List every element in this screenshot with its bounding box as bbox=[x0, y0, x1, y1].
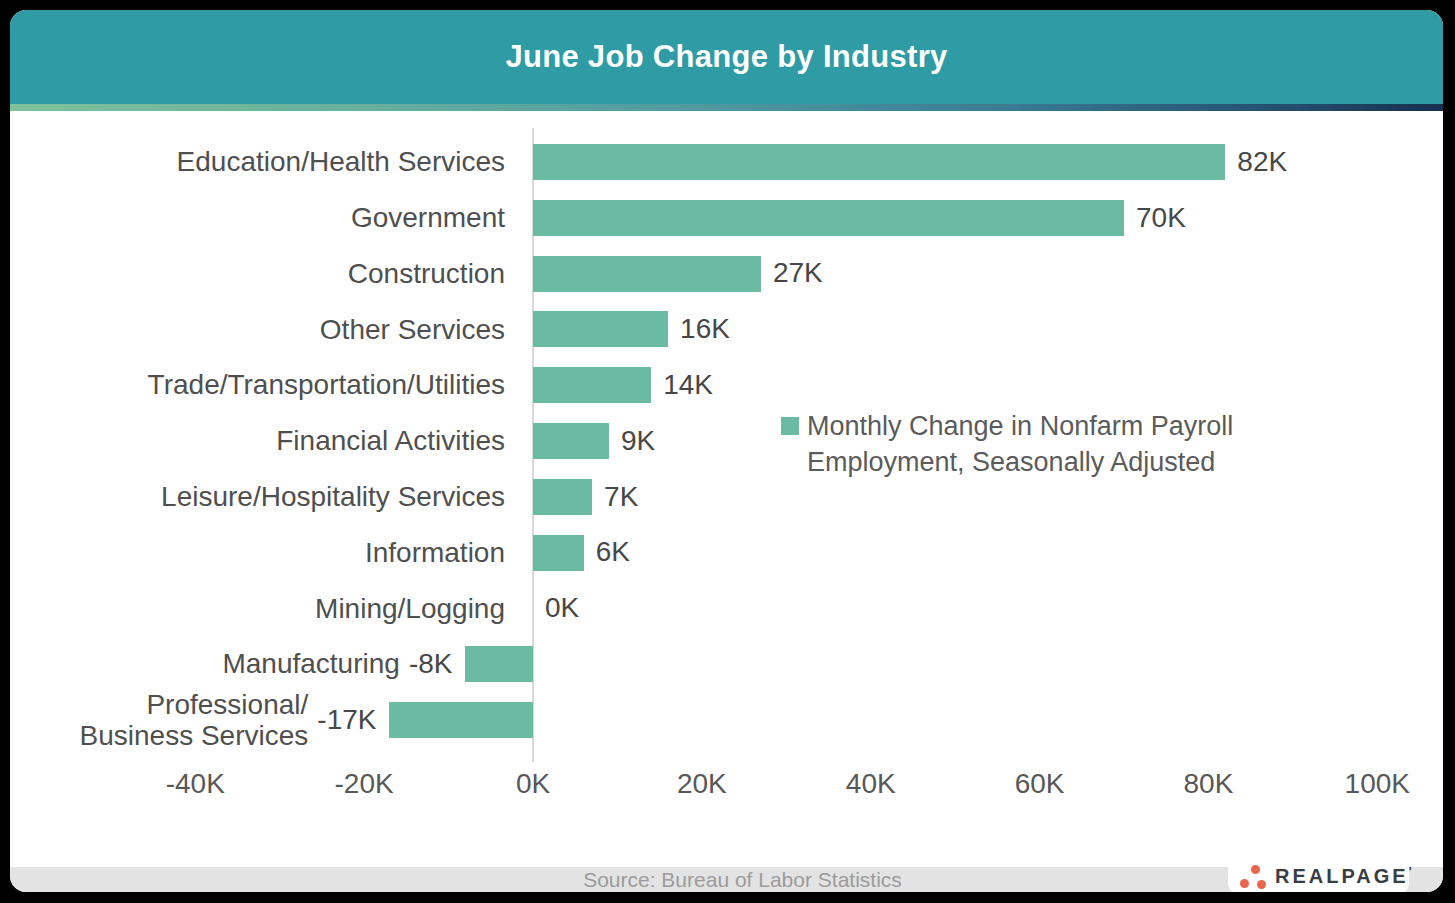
row-left-labels: Professional/ Business Services-17K bbox=[10, 692, 376, 748]
value-label: 82K bbox=[1237, 134, 1287, 190]
bar bbox=[533, 479, 592, 515]
value-label: 7K bbox=[604, 469, 638, 525]
bar bbox=[533, 200, 1124, 236]
category-label: Trade/Transportation/Utilities bbox=[148, 369, 505, 400]
category-label: Other Services bbox=[320, 314, 505, 345]
x-tick-label: 100K bbox=[1345, 768, 1410, 800]
value-label: 6K bbox=[596, 525, 630, 581]
bar bbox=[389, 702, 533, 738]
legend-swatch bbox=[781, 417, 799, 435]
row-left-labels: Trade/Transportation/Utilities bbox=[10, 357, 505, 413]
logo-dot bbox=[1257, 880, 1266, 889]
row-left-labels: Other Services bbox=[10, 301, 505, 357]
row-left-labels: Manufacturing -8K bbox=[10, 636, 452, 692]
category-label: Education/Health Services bbox=[177, 146, 505, 177]
bar bbox=[533, 256, 761, 292]
category-label: Leisure/Hospitality Services bbox=[161, 481, 505, 512]
row-left-labels: Mining/Logging bbox=[10, 580, 505, 636]
x-tick-label: 0K bbox=[516, 768, 550, 800]
value-label: 0K bbox=[545, 580, 579, 636]
x-tick-label: -40K bbox=[166, 768, 225, 800]
category-label: Financial Activities bbox=[276, 425, 505, 456]
row-left-labels: Construction bbox=[10, 246, 505, 302]
category-label: Government bbox=[351, 202, 505, 233]
category-label: Manufacturing bbox=[222, 648, 399, 679]
chart-card: June Job Change by Industry Monthly Chan… bbox=[10, 10, 1443, 892]
row-left-labels: Leisure/Hospitality Services bbox=[10, 469, 505, 525]
logo-dot bbox=[1240, 879, 1249, 888]
category-label: Professional/ Business Services bbox=[80, 689, 309, 752]
value-label: 16K bbox=[680, 301, 730, 357]
bar bbox=[533, 367, 651, 403]
realpage-dots-icon bbox=[1239, 863, 1266, 890]
page-background: June Job Change by Industry Monthly Chan… bbox=[0, 0, 1455, 903]
row-left-labels: Education/Health Services bbox=[10, 134, 505, 190]
value-label: -8K bbox=[409, 648, 453, 680]
realpage-logo: REALPAGE' bbox=[1228, 859, 1409, 892]
x-tick-label: 20K bbox=[677, 768, 727, 800]
realpage-wordmark: REALPAGE' bbox=[1275, 865, 1415, 888]
bar bbox=[533, 144, 1225, 180]
chart-legend: Monthly Change in Nonfarm Payroll Employ… bbox=[781, 408, 1307, 480]
x-tick-label: 60K bbox=[1015, 768, 1065, 800]
value-label: 27K bbox=[773, 246, 823, 302]
bar bbox=[465, 646, 533, 682]
bar bbox=[533, 423, 609, 459]
realpage-wordmark-text: REALPAGE bbox=[1275, 865, 1409, 887]
category-label: Mining/Logging bbox=[315, 593, 505, 624]
logo-dot bbox=[1251, 865, 1260, 874]
value-label: 70K bbox=[1136, 190, 1186, 246]
category-label: Construction bbox=[348, 258, 505, 289]
plot-layer: Monthly Change in Nonfarm Payroll Employ… bbox=[10, 10, 1443, 892]
trademark-tick: ' bbox=[1409, 865, 1415, 879]
value-label: -17K bbox=[317, 704, 376, 736]
row-left-labels: Information bbox=[10, 525, 505, 581]
x-tick-label: 80K bbox=[1184, 768, 1234, 800]
row-left-labels: Financial Activities bbox=[10, 413, 505, 469]
category-label: Information bbox=[365, 537, 505, 568]
x-tick-label: -20K bbox=[335, 768, 394, 800]
bar bbox=[533, 535, 584, 571]
value-label: 14K bbox=[663, 357, 713, 413]
x-tick-label: 40K bbox=[846, 768, 896, 800]
legend-label: Monthly Change in Nonfarm Payroll Employ… bbox=[807, 408, 1307, 480]
value-label: 9K bbox=[621, 413, 655, 469]
bar bbox=[533, 311, 668, 347]
row-left-labels: Government bbox=[10, 190, 505, 246]
